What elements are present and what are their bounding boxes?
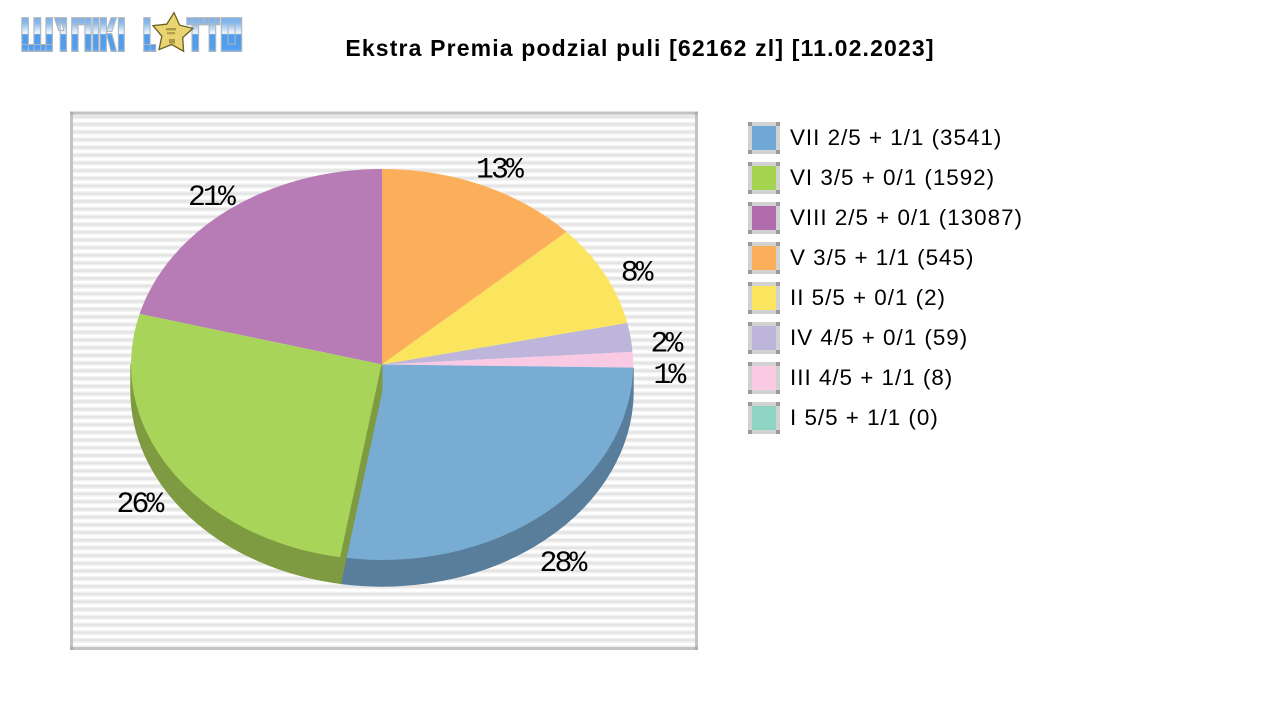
svg-text:2%: 2% xyxy=(651,327,684,361)
svg-text:28%: 28% xyxy=(540,546,588,580)
svg-text:8%: 8% xyxy=(621,256,654,290)
svg-text:1%: 1% xyxy=(653,358,686,392)
svg-text:26%: 26% xyxy=(117,487,165,521)
svg-text:13%: 13% xyxy=(476,153,524,187)
svg-text:21%: 21% xyxy=(188,180,236,214)
